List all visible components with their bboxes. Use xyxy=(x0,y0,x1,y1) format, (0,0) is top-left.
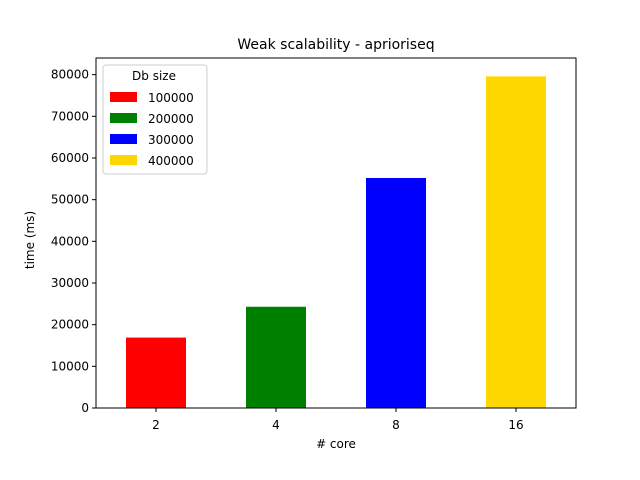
legend-swatch xyxy=(110,92,137,102)
chart-title: Weak scalability - aprioriseq xyxy=(237,37,434,53)
legend-swatch xyxy=(110,155,137,165)
y-tick-label: 40000 xyxy=(51,234,89,248)
x-axis-label: # core xyxy=(316,437,356,451)
y-tick-label: 60000 xyxy=(51,151,89,165)
legend-entry-label: 100000 xyxy=(148,91,194,105)
bar-4 xyxy=(246,306,306,408)
y-tick-label: 50000 xyxy=(51,193,89,207)
y-tick-label: 20000 xyxy=(51,318,89,332)
y-tick-label: 70000 xyxy=(51,109,89,123)
y-tick-label: 30000 xyxy=(51,276,89,290)
legend-entry-label: 300000 xyxy=(148,133,194,147)
y-tick-label: 80000 xyxy=(51,68,89,82)
bar-2 xyxy=(126,337,186,408)
legend-entry-label: 200000 xyxy=(148,112,194,126)
plot-frame xyxy=(95,57,577,409)
legend-swatch xyxy=(110,134,137,144)
x-tick-label: 8 xyxy=(392,418,400,432)
legend-title: Db size xyxy=(132,69,176,83)
y-tick-label: 0 xyxy=(81,401,89,415)
bars-layer xyxy=(126,76,546,408)
x-tick-label: 16 xyxy=(508,418,523,432)
x-tick-label: 4 xyxy=(272,418,280,432)
bar-16 xyxy=(486,76,546,408)
axes-layer: 0 10000 20000 30000 40000 50000 60000 70000 8000… xyxy=(51,57,577,432)
y-axis-label: time (ms) xyxy=(23,211,37,269)
legend: Db size 100000 200000 300000 400000 xyxy=(102,64,208,175)
x-tick-label: 2 xyxy=(152,418,160,432)
legend-swatch xyxy=(110,113,137,123)
bar-8 xyxy=(366,178,426,408)
legend-entry-label: 400000 xyxy=(148,154,194,168)
y-tick-label: 10000 xyxy=(51,359,89,373)
